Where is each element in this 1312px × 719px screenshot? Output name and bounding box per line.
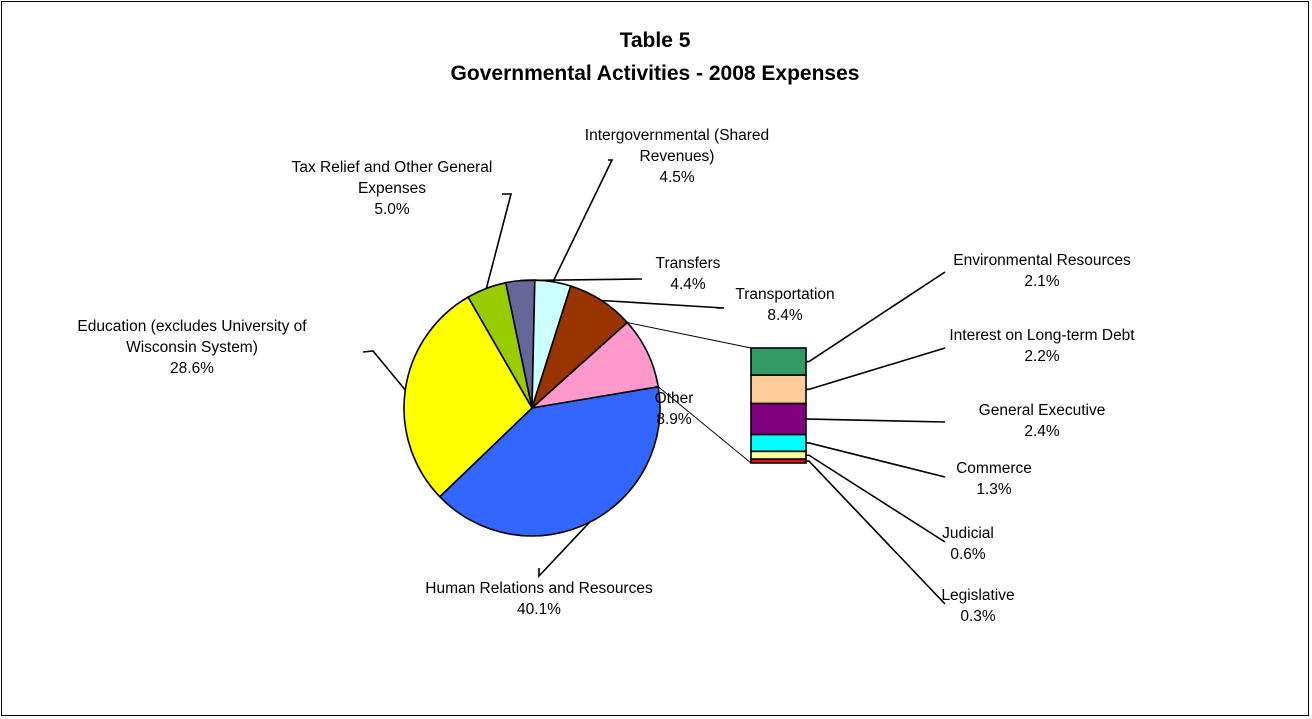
- chart-title: Table 5 Governmental Activities - 2008 E…: [451, 29, 860, 85]
- leader-line-general-executive: [806, 418, 946, 423]
- label-legislative: Legislative 0.3%: [941, 587, 1014, 625]
- bar-segment-general-executive: [750, 402, 807, 436]
- value-label-transfers: 4.4%: [670, 276, 706, 293]
- leader-line-intergovernmental-shared-revenues: [552, 159, 614, 283]
- leader-line-environmental-resources: [806, 271, 946, 363]
- connector-bottom: [657, 386, 752, 464]
- value-label-tax-relief-and-other-general-expenses: 5.0%: [374, 201, 410, 218]
- label-general-executive: General Executive 2.4%: [979, 402, 1106, 440]
- bar-segment-commerce: [750, 433, 807, 453]
- label-text-transportation: Transportation: [735, 286, 834, 303]
- connector-lines: [627, 322, 752, 464]
- chart-title-line-2: Governmental Activities - 2008 Expenses: [451, 62, 860, 85]
- label-text-other: Other: [655, 390, 694, 407]
- pie-slices: [403, 279, 661, 537]
- label-other: Other 8.9%: [655, 390, 694, 428]
- leader-line-commerce: [806, 442, 946, 478]
- label-commerce: Commerce 1.3%: [956, 460, 1032, 498]
- chart-title-line-1: Table 5: [620, 29, 691, 52]
- leader-line-education-excludes-university-of-wisconsin-system: [362, 350, 406, 391]
- label-intergovernmental-shared-revenues: Intergovernmental (Shared Revenues) 4.5%: [585, 127, 769, 186]
- label-text-education-excludes-university-of-wisconsin-system: Education (excludes University of: [77, 318, 307, 335]
- value-label-commerce: 1.3%: [976, 481, 1012, 498]
- label-judicial: Judicial 0.6%: [942, 525, 994, 563]
- value-label-intergovernmental-shared-revenues: 4.5%: [659, 169, 695, 186]
- value-label-judicial: 0.6%: [950, 546, 986, 563]
- leader-line-interest-on-long-term-debt: [806, 347, 946, 391]
- label-text-tax-relief-and-other-general-expenses: Tax Relief and Other General: [292, 159, 493, 176]
- label-text-transfers: Transfers: [656, 255, 721, 272]
- label-text-judicial: Judicial: [942, 525, 994, 542]
- label-text-interest-on-long-term-debt: Interest on Long-term Debt: [949, 327, 1135, 344]
- value-label-transportation: 8.4%: [767, 307, 803, 324]
- value-label-human-relations-and-resources: 40.1%: [517, 601, 561, 618]
- leader-line-human-relations-and-resources: [538, 521, 591, 579]
- label-text-intergovernmental-shared-revenues: Revenues): [640, 148, 715, 165]
- label-text-general-executive: General Executive: [979, 402, 1106, 419]
- value-label-legislative: 0.3%: [960, 608, 996, 625]
- label-tax-relief-and-other-general-expenses: Tax Relief and Other General Expenses 5.0%: [292, 159, 493, 218]
- pie-slice-education-excludes-university-of-wisconsin-system: [403, 296, 534, 498]
- leader-line-judicial: [806, 454, 946, 543]
- label-transportation: Transportation 8.4%: [735, 286, 834, 324]
- value-label-general-executive: 2.4%: [1024, 423, 1060, 440]
- connector-top: [627, 322, 752, 349]
- label-text-tax-relief-and-other-general-expenses: Expenses: [358, 180, 426, 197]
- leader-line-legislative: [806, 460, 946, 605]
- bar-segment-legislative: [750, 458, 807, 464]
- value-label-interest-on-long-term-debt: 2.2%: [1024, 348, 1060, 365]
- leader-line-transportation: [601, 299, 725, 309]
- label-text-education-excludes-university-of-wisconsin-system: Wisconsin System): [126, 339, 258, 356]
- leader-line-transfers: [520, 278, 642, 282]
- label-text-human-relations-and-resources: Human Relations and Resources: [425, 580, 653, 597]
- label-environmental-resources: Environmental Resources 2.1%: [953, 252, 1131, 290]
- label-interest-on-long-term-debt: Interest on Long-term Debt 2.2%: [949, 327, 1135, 365]
- bar-segment-judicial: [750, 450, 807, 460]
- label-education-excludes-university-of-wisconsin-system: Education (excludes University of Wiscons…: [77, 318, 307, 377]
- value-label-education-excludes-university-of-wisconsin-system: 28.6%: [170, 360, 214, 377]
- label-human-relations-and-resources: Human Relations and Resources 40.1%: [425, 580, 653, 618]
- bar-segment-interest-on-long-term-debt: [750, 374, 807, 405]
- other-breakdown-bar: [750, 347, 807, 464]
- leader-lines: [362, 159, 946, 605]
- label-text-intergovernmental-shared-revenues: Intergovernmental (Shared: [585, 127, 769, 144]
- leader-line-tax-relief-and-other-general-expenses: [485, 193, 513, 289]
- label-text-environmental-resources: Environmental Resources: [953, 252, 1131, 269]
- label-text-legislative: Legislative: [941, 587, 1014, 604]
- value-label-environmental-resources: 2.1%: [1024, 273, 1060, 290]
- bar-segment-environmental-resources: [750, 347, 807, 376]
- label-text-commerce: Commerce: [956, 460, 1032, 477]
- data-labels: Tax Relief and Other General Expenses 5.0%…: [77, 127, 1135, 625]
- value-label-other: 8.9%: [656, 411, 692, 428]
- label-transfers: Transfers 4.4%: [656, 255, 721, 293]
- pie-slice-human-relations-and-resources: [438, 385, 661, 537]
